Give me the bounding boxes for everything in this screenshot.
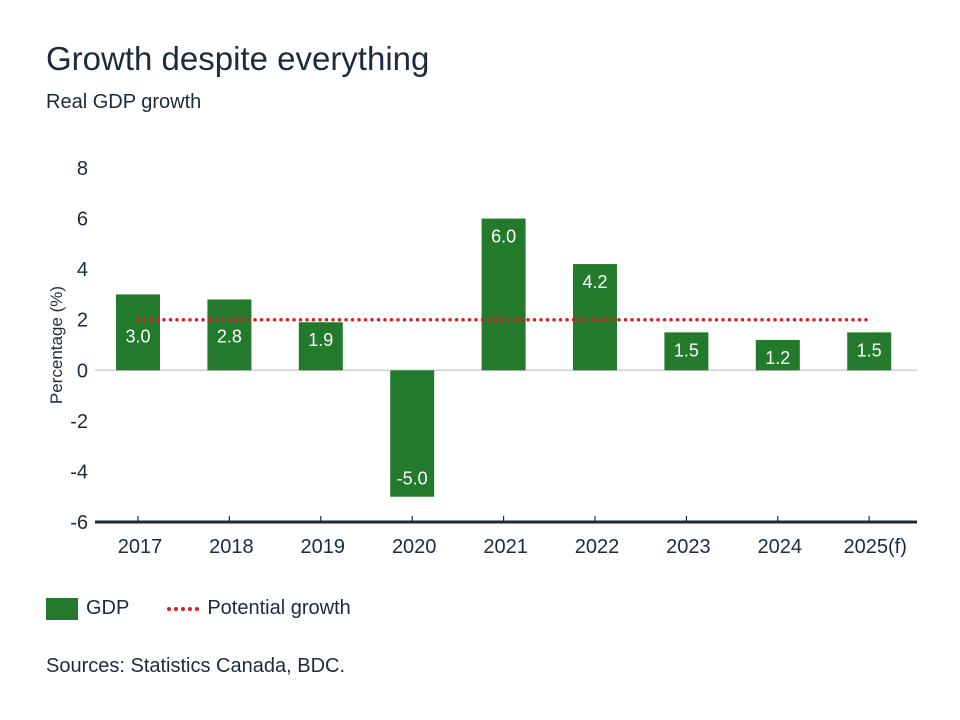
bar-2025(f) [847,332,892,371]
data-label: 4.2 [582,272,607,292]
legend-label-potential: Potential growth [207,597,351,619]
x-tick-label: 2021 [483,536,528,558]
y-tick-label: 6 [77,209,88,231]
legend-swatch-potential [167,606,200,611]
data-label: 1.2 [765,348,790,368]
x-tick-label: 2025(f) [844,536,907,558]
x-tick-label: 2022 [575,536,620,558]
x-tick-label: 2018 [209,536,254,558]
chart-subtitle: Real GDP growth [46,91,202,113]
y-tick-label: 0 [77,360,88,382]
legend-label-gdp: GDP [86,597,130,619]
legend: GDP Potential growth [46,597,351,620]
data-label: 6.0 [491,227,516,247]
x-tick-label: 2019 [301,536,346,558]
data-label: 3.0 [125,327,150,347]
legend-swatch-gdp [46,597,78,620]
bar-2022 [573,264,617,371]
data-label: 2.8 [217,327,242,347]
source-note: Sources: Statistics Canada, BDC. [46,655,346,677]
y-tick-label: -4 [70,461,88,483]
data-label: 1.5 [674,340,699,360]
x-tick-label: 2023 [666,536,711,558]
y-tick-label: -6 [70,512,88,534]
bar-2017 [116,294,160,371]
data-label: 1.5 [857,340,882,360]
chart-title: Growth despite everything [46,40,430,77]
bar-2019 [298,322,343,371]
y-axis-label: Percentage (%) [47,286,66,404]
bar-2018 [207,299,252,371]
x-tick-label: 2020 [392,536,437,558]
y-tick-label: 4 [77,259,88,281]
bar-2021 [481,218,526,371]
y-tick-label: 2 [77,310,88,332]
bar-2020 [390,370,435,497]
bar-2023 [664,332,709,371]
y-tick-label: -2 [70,411,88,433]
y-tick-label: 8 [77,158,88,180]
x-tick-label: 2017 [118,536,163,558]
data-label: 1.9 [308,330,333,350]
x-tick-label: 2024 [758,536,803,558]
bar-2024 [755,339,800,371]
data-label: -5.0 [397,469,428,489]
